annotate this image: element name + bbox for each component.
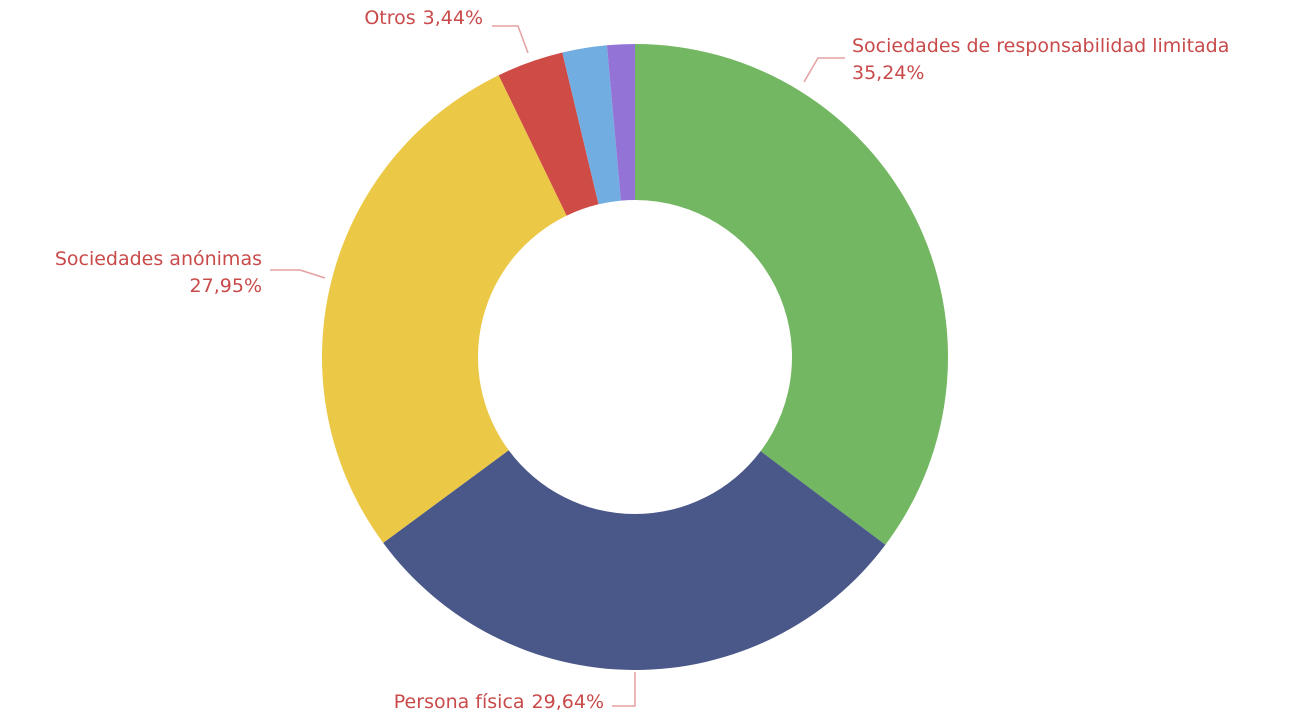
leader-line [803, 57, 845, 83]
leader-line [612, 672, 636, 707]
slice-label-group: Otros 3,44% [364, 7, 483, 29]
slice-label: Sociedades anónimas [55, 248, 262, 270]
slice [322, 75, 567, 543]
slice-label: Persona física [394, 691, 525, 713]
slice [383, 450, 886, 670]
slice [606, 44, 635, 201]
value-label: 29,64% [532, 691, 604, 713]
value-label: 3,44% [423, 7, 483, 29]
slice [635, 44, 948, 545]
slice-label: Otros [364, 7, 415, 29]
slice-label: Sociedades de responsabilidad limitada [852, 35, 1229, 57]
value-label: 27,95% [190, 275, 262, 297]
leader-line [270, 269, 326, 279]
slice [562, 45, 621, 205]
value-label: 35,24% [852, 62, 924, 84]
slice [498, 52, 599, 216]
leader-line [492, 25, 529, 54]
slice-label-group: Persona física 29,64% [394, 691, 604, 713]
